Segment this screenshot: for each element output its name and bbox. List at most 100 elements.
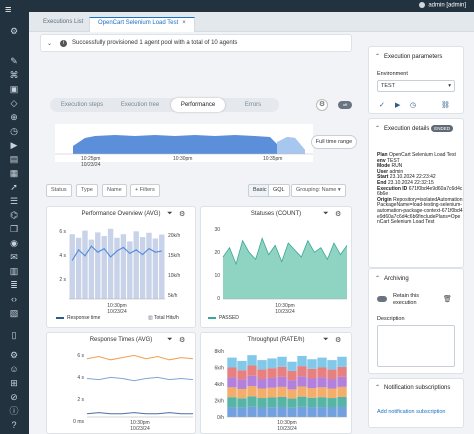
performance-overview-chart: 6 s 4 s 2 s 20k/h 15k/h 10k/h 5k/h 10:30pm10/23…	[59, 228, 180, 315]
bar-throughput-segment	[287, 398, 297, 408]
full-time-range-button[interactable]: Full time range	[311, 135, 357, 149]
add-notification-link[interactable]: Add notification subscription	[377, 409, 446, 415]
x-date-label: 10/23/24	[275, 309, 295, 315]
nav-monitoring-icon[interactable]: ◉	[10, 238, 18, 248]
play-icon[interactable]: ▶	[395, 102, 401, 109]
settings-icon[interactable]: ⚙	[9, 26, 19, 36]
execution-details-header[interactable]: ⌃ Execution details	[375, 125, 429, 132]
bar-throughput-segment	[267, 407, 277, 417]
bar-throughput-segment	[327, 360, 337, 370]
filter-icon[interactable]: ⏷	[167, 210, 173, 217]
bar-throughput-segment	[297, 396, 307, 407]
filter-name[interactable]: Name	[102, 184, 127, 197]
add-filters-button[interactable]: + Filters	[130, 184, 160, 197]
nav-dashboard-icon[interactable]: ▧	[9, 308, 19, 318]
nav-keywords-icon[interactable]: ⌘	[9, 70, 19, 80]
bar-throughput-segment	[237, 388, 247, 399]
nav-tokens-icon[interactable]: ⌬	[10, 210, 18, 220]
bar-throughput-segment	[297, 406, 307, 417]
bar-throughput-segment	[297, 355, 307, 367]
grouping-select[interactable]: Grouping: Name ▾	[291, 184, 346, 197]
filter-type[interactable]: Type	[76, 184, 98, 197]
nav-agents-icon[interactable]: ☰	[9, 196, 19, 206]
auto-refresh-toggle[interactable]: off	[338, 101, 352, 109]
nav-rocket-icon[interactable]: ➚	[10, 182, 18, 192]
description-field[interactable]	[377, 325, 455, 367]
user-menu[interactable]: admin [admin]	[419, 2, 466, 9]
nav-edit-icon[interactable]: ✎	[10, 56, 18, 66]
bar-total-hits	[146, 232, 152, 299]
gear-icon[interactable]: ⚙	[335, 337, 342, 344]
line-response-time	[71, 245, 162, 261]
filter-icon[interactable]: ⏷	[323, 336, 329, 343]
nav-admin-icon[interactable]: ⚙	[9, 350, 19, 360]
gear-icon[interactable]: ⚙	[179, 211, 186, 218]
nav-schedules-icon[interactable]: ◷	[10, 126, 18, 136]
y-tick-label: 10	[214, 273, 220, 279]
x-tick-label: 10:30pm	[275, 303, 294, 309]
tab-execution-steps[interactable]: Execution steps	[60, 102, 104, 108]
retain-toggle[interactable]	[377, 296, 387, 302]
bar-throughput-segment	[297, 386, 307, 397]
nav-grid-icon[interactable]: ▦	[9, 168, 19, 178]
filter-status[interactable]: Status	[46, 184, 72, 197]
nav-bookmark-icon[interactable]: ▯	[11, 330, 17, 340]
link-icon[interactable]: ⛓	[441, 102, 450, 109]
bar-throughput-segment	[237, 379, 247, 389]
gear-icon[interactable]: ⚙	[179, 337, 186, 344]
section-title: Archiving	[384, 276, 409, 282]
nav-audit-icon[interactable]: ⊘	[10, 392, 18, 402]
trash-icon[interactable]: 🗑	[443, 296, 452, 303]
tab-performance[interactable]: Performance	[171, 98, 225, 112]
nav-info-icon[interactable]: ⓘ	[9, 406, 19, 416]
clock-icon[interactable]: ◷	[410, 102, 417, 109]
nav-analytics-icon[interactable]: ▤	[9, 154, 19, 164]
environment-select[interactable]: TEST ▾	[377, 80, 455, 92]
timeline-chart[interactable]: 10:25pm 10:30pm 10:35pm	[55, 124, 313, 162]
check-icon[interactable]: ✓	[379, 102, 385, 109]
nav-files-icon[interactable]: ❐	[9, 224, 19, 234]
tab-execution-tree[interactable]: Execution tree	[120, 102, 160, 108]
nav-help-icon[interactable]: ?	[11, 420, 17, 430]
detail-mode: Mode RUN	[377, 163, 403, 170]
tab-errors[interactable]: Errors	[244, 102, 262, 108]
nav-chart-icon[interactable]: ▥	[9, 266, 19, 276]
close-icon[interactable]: ×	[182, 20, 186, 26]
chevron-up-icon: ⌃	[375, 276, 381, 282]
bar-throughput-segment	[267, 358, 277, 369]
bar-throughput-segment	[237, 407, 247, 417]
chevron-up-icon: ⌃	[375, 126, 381, 132]
archiving-header[interactable]: ⌃ Archiving	[375, 275, 409, 282]
nav-mail-icon[interactable]: ✉	[10, 252, 18, 262]
tab-executions-list[interactable]: Executions List	[35, 17, 91, 32]
nav-parameters-icon[interactable]: ⊕	[10, 112, 18, 122]
execution-parameters-header[interactable]: ⌃ Execution parameters	[375, 53, 442, 60]
performance-settings-button[interactable]: ⚙	[316, 99, 328, 111]
nav-users-icon[interactable]: ☺	[9, 364, 19, 374]
nav-executions-icon[interactable]: ▶	[10, 140, 18, 150]
nav-plugins-icon[interactable]: ⊞	[10, 378, 18, 388]
bar-throughput-segment	[337, 376, 347, 387]
nav-packages-icon[interactable]: ▣	[9, 84, 19, 94]
detail-plan: Plan OpenCart Selenium Load Test	[377, 152, 456, 158]
timeline-tick: 10:30pm	[173, 156, 192, 162]
detail-execution-id: Execution ID 671f0bd4e9d60a7c6d4c6b6e	[377, 185, 463, 198]
tab-execution-detail[interactable]: OpenCart Selenium Load Test ×	[89, 17, 195, 32]
bar-throughput-segment	[307, 397, 317, 408]
environment-value: TEST	[381, 83, 396, 89]
bar-total-hits	[159, 234, 165, 299]
gql-mode[interactable]: GQL	[268, 184, 290, 197]
nav-functions-icon[interactable]: ◇	[10, 98, 18, 108]
chevron-down-icon[interactable]: ⌄	[47, 41, 53, 47]
y2-tick-label: 10k/h	[168, 273, 180, 279]
notifications-header[interactable]: ⌃ Notification subscriptions	[375, 385, 455, 392]
y-tick-label: 2 s	[77, 397, 84, 403]
bar-throughput-segment	[317, 367, 327, 378]
nav-code-icon[interactable]: ‹›	[11, 294, 17, 304]
bar-throughput-segment	[337, 406, 347, 417]
filter-icon[interactable]: ⏷	[323, 210, 329, 217]
filter-icon[interactable]: ⏷	[167, 336, 173, 343]
nav-list-icon[interactable]: ≣	[10, 280, 18, 290]
line-series	[86, 376, 194, 382]
gear-icon[interactable]: ⚙	[335, 211, 342, 218]
